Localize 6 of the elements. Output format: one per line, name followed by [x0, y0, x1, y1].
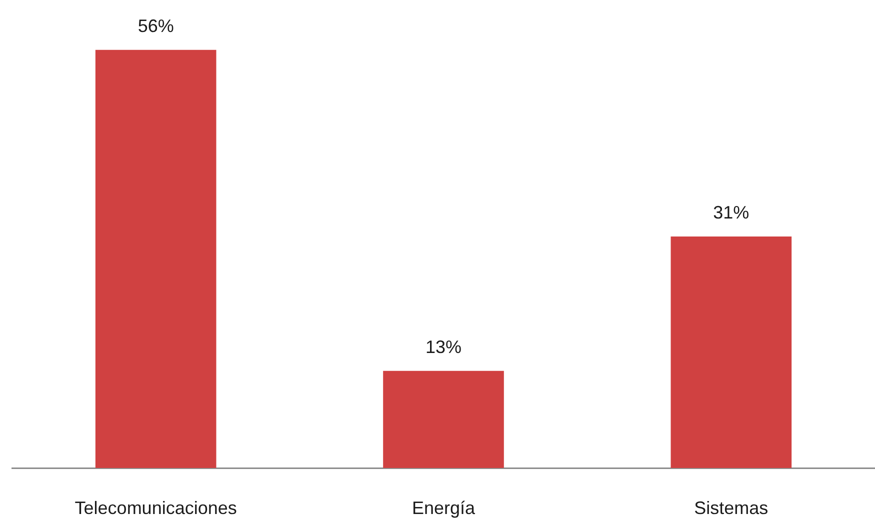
data-label: 31% [713, 202, 750, 222]
x-tick-label: Energía [412, 498, 476, 518]
x-tick-label: Telecomunicaciones [74, 498, 237, 518]
data-label: 56% [138, 16, 174, 36]
x-tick-label: Sistemas [694, 498, 768, 518]
data-label: 13% [425, 336, 462, 357]
